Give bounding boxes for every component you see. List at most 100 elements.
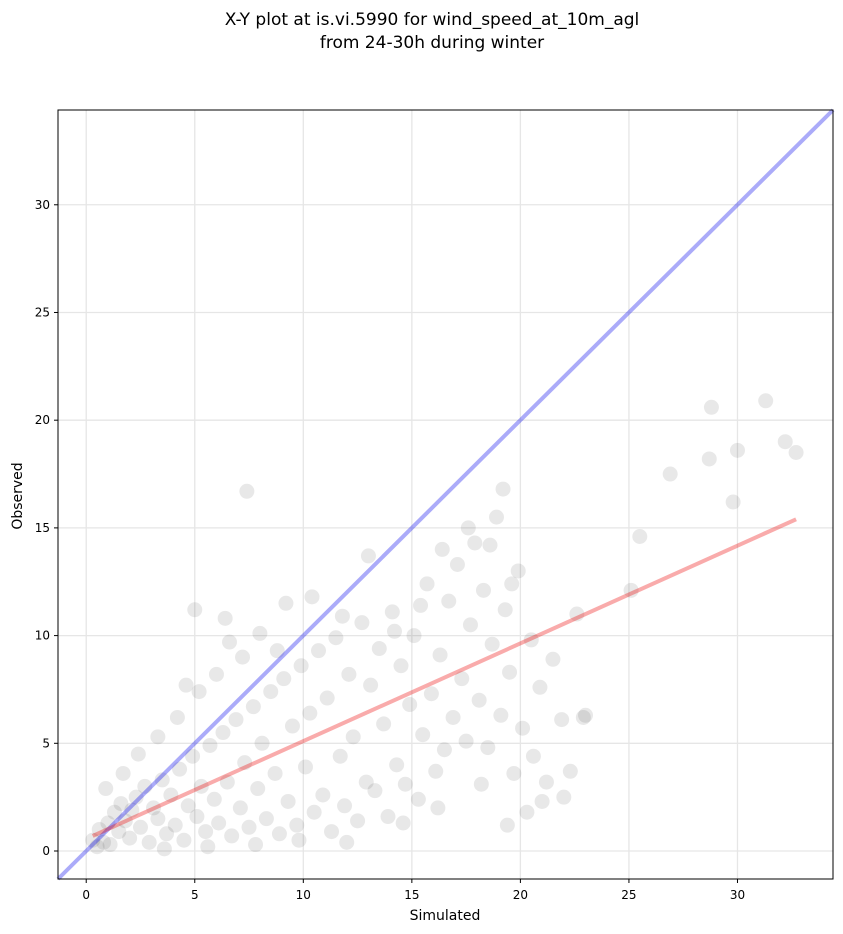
scatter-point xyxy=(132,819,148,835)
scatter-point xyxy=(141,834,157,850)
scatter-point xyxy=(208,666,224,682)
scatter-point xyxy=(460,520,476,536)
scatter-point xyxy=(358,774,374,790)
scatter-point xyxy=(480,740,496,756)
scatter-point xyxy=(419,576,435,592)
scatter-point xyxy=(497,602,513,618)
x-axis-ticks: 0 5 10 15 20 25 30 xyxy=(82,879,745,902)
scatter-point xyxy=(269,643,285,659)
scatter-point xyxy=(578,707,594,723)
scatter-point xyxy=(389,757,405,773)
scatter-point xyxy=(341,666,357,682)
scatter-point xyxy=(239,483,255,499)
scatter-point xyxy=(178,677,194,693)
scatter-point xyxy=(113,796,129,812)
scatter-point xyxy=(532,679,548,695)
chart-title: X-Y plot at is.vi.5990 for wind_speed_at… xyxy=(225,10,640,30)
scatter-point xyxy=(258,811,274,827)
scatter-point xyxy=(402,697,418,713)
scatter-point xyxy=(662,466,678,482)
scatter-point xyxy=(206,791,222,807)
scatter-point xyxy=(701,451,717,467)
scatter-point xyxy=(200,839,216,855)
y-tick-label: 5 xyxy=(42,736,50,750)
scatter-point xyxy=(449,557,465,573)
scatter-point xyxy=(502,664,518,680)
scatter-point xyxy=(777,434,793,450)
scatter-point xyxy=(556,789,572,805)
scatter-point xyxy=(467,535,483,551)
scatter-point xyxy=(395,815,411,831)
scatter-point xyxy=(315,787,331,803)
scatter-point xyxy=(235,649,251,665)
scatter-point xyxy=(219,774,235,790)
scatter-point xyxy=(137,778,153,794)
scatter-point xyxy=(428,763,444,779)
scatter-point xyxy=(393,658,409,674)
scatter-point xyxy=(289,817,305,833)
scatter-point xyxy=(703,399,719,415)
scatter-point xyxy=(111,824,127,840)
scatter-point xyxy=(376,716,392,732)
scatter-point xyxy=(319,690,335,706)
scatter-point xyxy=(232,800,248,816)
scatter-point xyxy=(150,729,166,745)
scatter-point xyxy=(523,632,539,648)
scatter-point xyxy=(278,595,294,611)
scatter-point xyxy=(124,802,140,818)
scatter-point xyxy=(91,821,107,837)
scatter-point xyxy=(228,712,244,728)
scatter-point xyxy=(100,815,116,831)
scatter-point xyxy=(495,481,511,497)
x-tick-label: 25 xyxy=(621,888,636,902)
x-tick-label: 0 xyxy=(82,888,90,902)
scatter-point xyxy=(462,617,478,633)
scatter-point xyxy=(306,804,322,820)
scatter-point xyxy=(172,761,188,777)
scatter-point xyxy=(293,658,309,674)
scatter-point xyxy=(413,597,429,613)
scatter-point xyxy=(360,548,376,564)
scatter-point xyxy=(167,817,183,833)
scatter-point xyxy=(436,742,452,758)
scatter-point xyxy=(297,759,313,775)
chart-subtitle: from 24-30h during winter xyxy=(320,33,544,53)
scatter-point xyxy=(89,839,105,855)
scatter-point xyxy=(415,727,431,743)
scatter-point xyxy=(515,720,531,736)
scatter-point xyxy=(302,705,318,721)
scatter-point xyxy=(263,684,279,700)
scatter-point xyxy=(185,748,201,764)
scatter-point xyxy=(85,832,101,848)
y-tick-label: 30 xyxy=(35,198,50,212)
fit-line xyxy=(91,517,797,838)
scatter-point xyxy=(354,615,370,631)
scatter-point xyxy=(430,800,446,816)
scatter-point xyxy=(102,837,118,853)
x-tick-label: 30 xyxy=(730,888,745,902)
scatter-point xyxy=(345,729,361,745)
scatter-point xyxy=(406,628,422,644)
scatter-point xyxy=(339,834,355,850)
scatter-point xyxy=(473,776,489,792)
scatter-point xyxy=(198,824,214,840)
scatter-point xyxy=(267,765,283,781)
scatter-point xyxy=(217,610,233,626)
scatter-point xyxy=(245,699,261,715)
scatter-point xyxy=(538,774,554,790)
scatter-point xyxy=(525,748,541,764)
scatter-point xyxy=(482,537,498,553)
scatter-point xyxy=(458,733,474,749)
scatter-point xyxy=(506,765,522,781)
y-axis-ticks: 0 5 10 15 20 25 30 xyxy=(35,198,58,858)
scatter-point xyxy=(575,709,591,725)
scatter-point xyxy=(623,582,639,598)
x-tick-label: 5 xyxy=(191,888,199,902)
scatter-point xyxy=(729,442,745,458)
scatter-point xyxy=(106,804,122,820)
scatter-point xyxy=(304,589,320,605)
scatter-point xyxy=(193,778,209,794)
scatter-point xyxy=(169,709,185,725)
scatter-point xyxy=(445,709,461,725)
